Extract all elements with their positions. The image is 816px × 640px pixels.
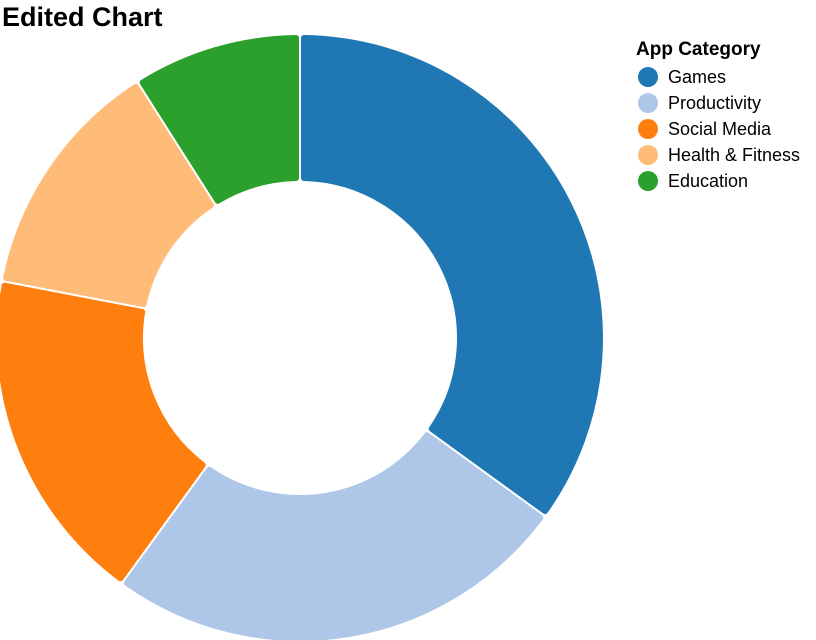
legend-swatch — [638, 119, 658, 139]
legend-title: App Category — [636, 39, 761, 60]
legend-item-health-fitness: Health & Fitness — [636, 142, 814, 168]
legend-item-education: Education — [636, 168, 814, 194]
slice-social-media — [0, 282, 206, 582]
chart-title: Edited Chart — [2, 2, 163, 32]
legend-label: Productivity — [668, 92, 762, 113]
legend-label: Games — [668, 66, 727, 87]
slice-health-fitness — [3, 83, 214, 308]
legend: App Category Games Productivity Social Med… — [636, 38, 814, 194]
slice-productivity — [123, 432, 544, 640]
legend-swatch — [638, 93, 658, 113]
legend-swatch — [638, 171, 658, 191]
legend-item-social-media: Social Media — [636, 116, 814, 142]
legend-items: Games Productivity Social Media Health & Fi… — [636, 64, 814, 194]
legend-item-productivity: Productivity — [636, 90, 814, 116]
slice-games — [301, 35, 603, 515]
legend-label: Education — [668, 170, 749, 191]
legend-label: Social Media — [668, 118, 772, 139]
slice-education — [139, 35, 299, 204]
legend-swatch — [638, 67, 658, 87]
legend-item-games: Games — [636, 64, 814, 90]
legend-swatch — [638, 145, 658, 165]
slices-group — [0, 35, 603, 640]
legend-label: Health & Fitness — [668, 144, 801, 165]
